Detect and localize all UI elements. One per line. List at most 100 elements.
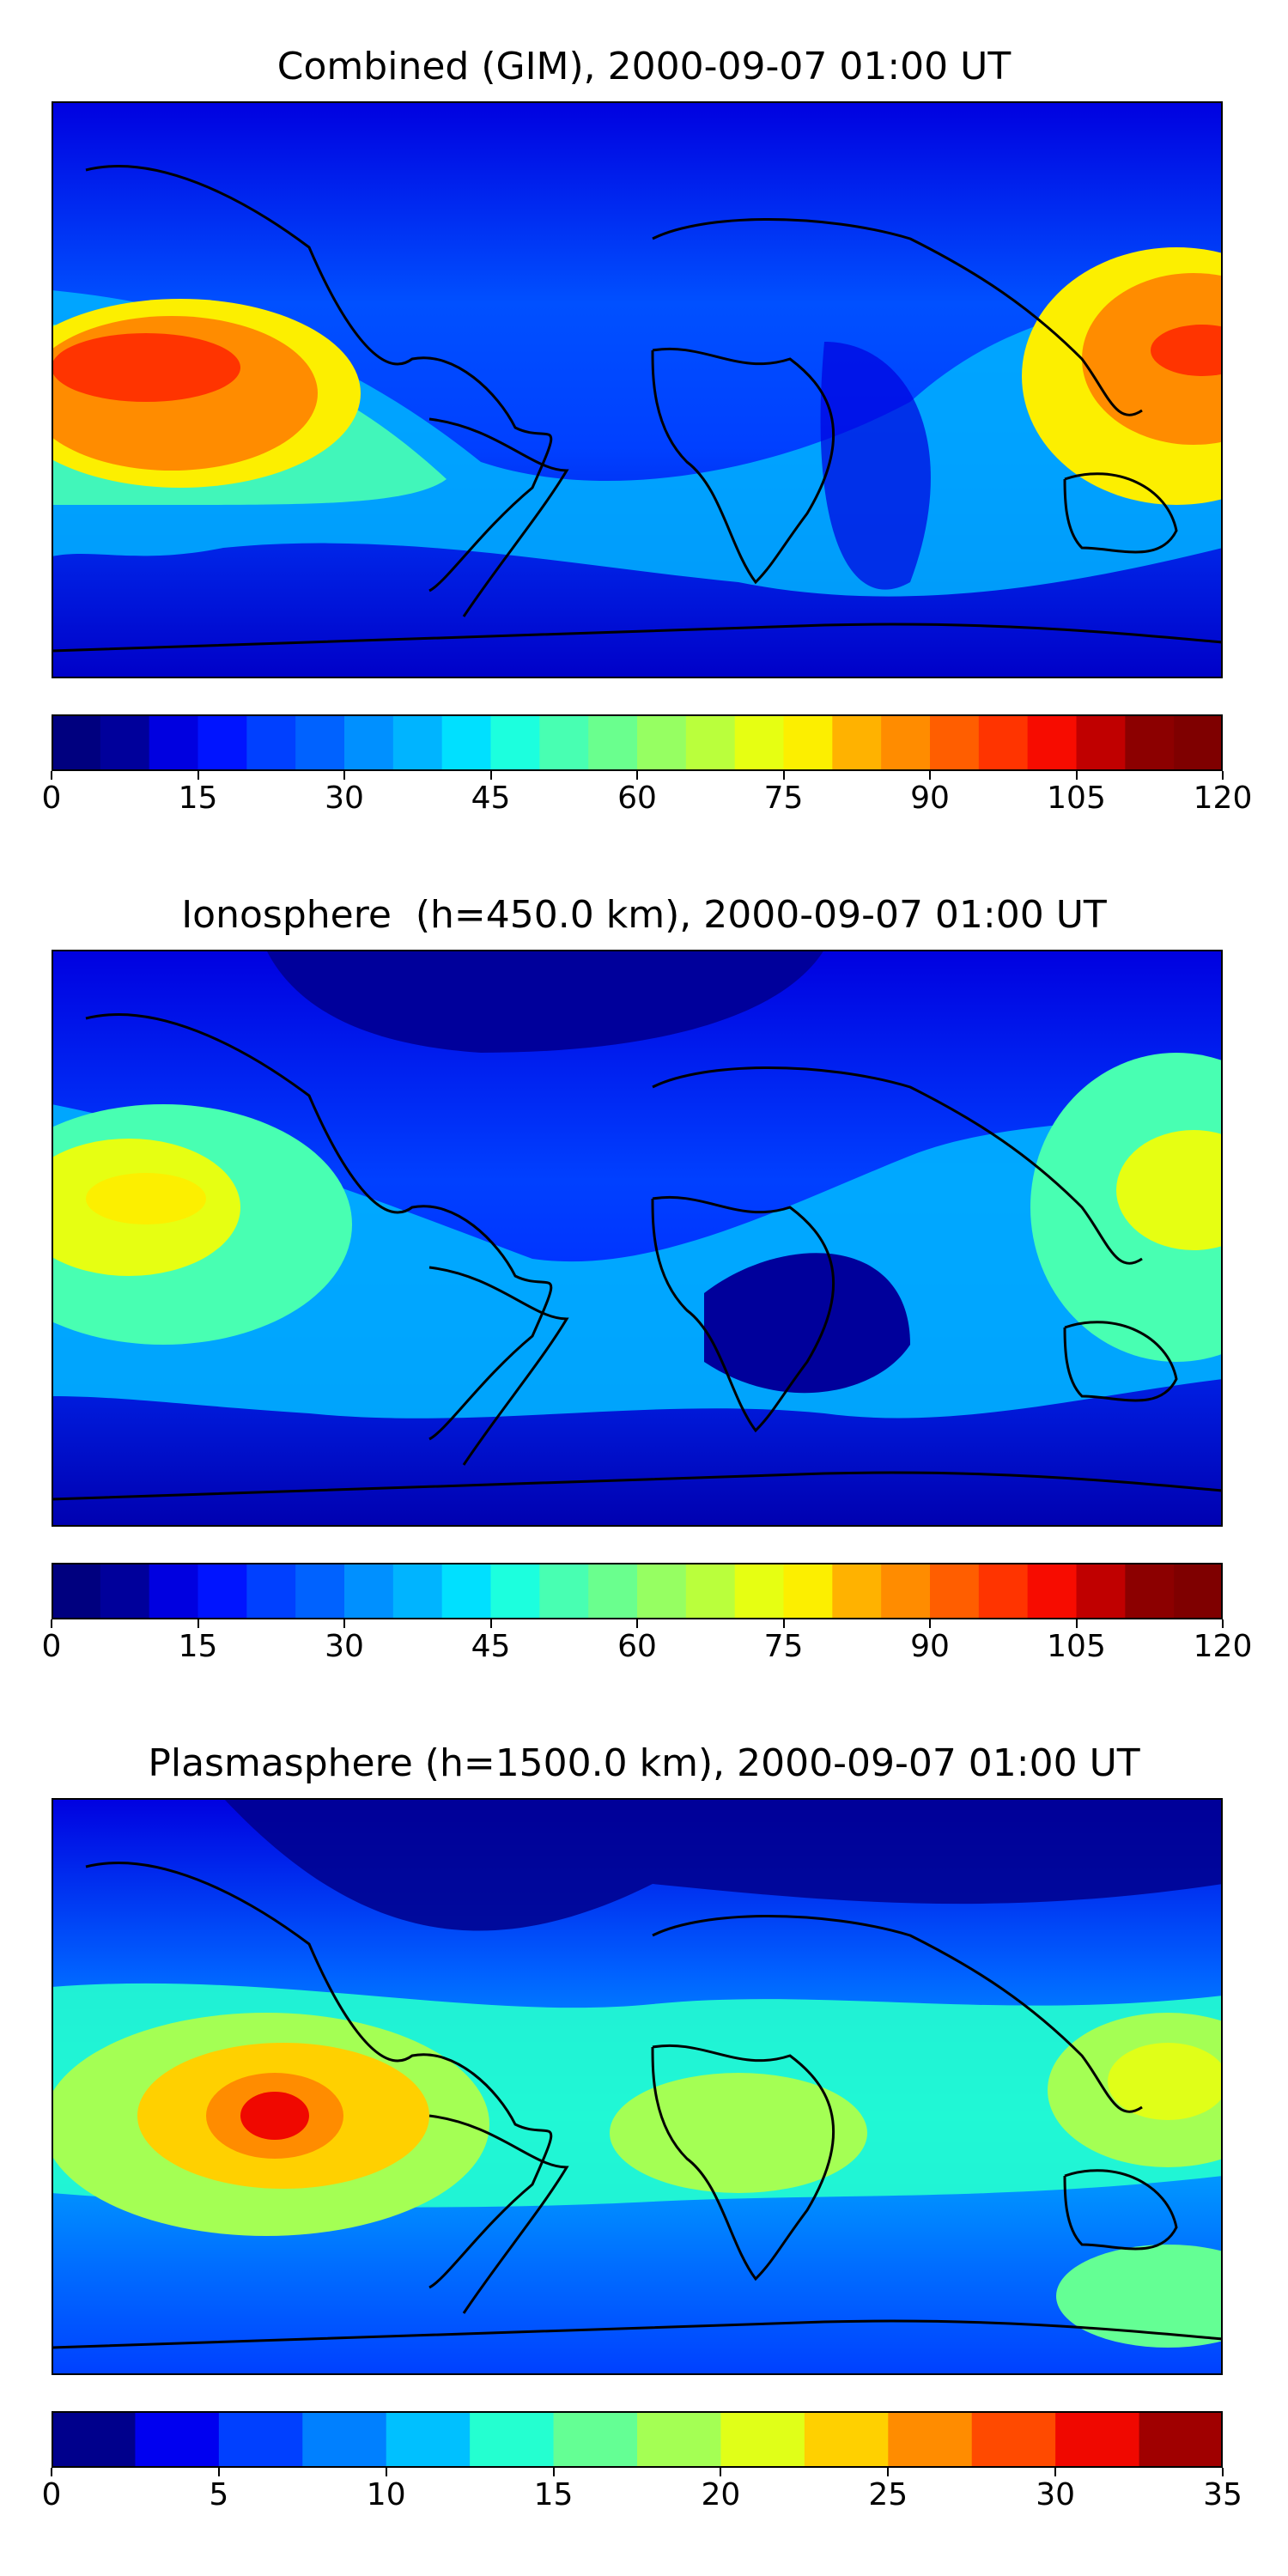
panel-1-west-pacific-peak-red [1151,325,1223,376]
colorbar-tick-label: 10 [366,2477,406,2512]
colorbar-segment [978,714,1029,771]
colorbar-segment [685,1563,736,1619]
colorbar-segment [783,1563,833,1619]
colorbar-segment [832,714,882,771]
colorbar-tick-mark [929,771,931,780]
colorbar-segment [539,1563,589,1619]
panel-1-pacific-peak-red [52,333,240,402]
panel-2-west-pacific-yellow [1116,1130,1223,1250]
colorbar-segment [720,2411,805,2468]
colorbar-segment [149,714,199,771]
colorbar-segment [637,2411,722,2468]
colorbar-tick-label: 105 [1047,1629,1106,1664]
panel-3-map-frame [52,1798,1223,2375]
colorbar-tick-mark [720,2468,722,2476]
colorbar-tick-label: 60 [617,1629,657,1664]
colorbar-segment [588,714,638,771]
panel-2-colorbar [52,1563,1223,1619]
colorbar-tick-mark [636,1619,638,1628]
colorbar-segment [539,714,589,771]
colorbar-tick-label: 0 [41,2477,62,2512]
colorbar-segment [246,1563,296,1619]
colorbar-segment [52,2411,137,2468]
colorbar-tick-mark [51,771,52,780]
colorbar-tick-label: 30 [325,781,364,816]
panel-2-map-frame [52,950,1223,1527]
colorbar-segment [295,714,345,771]
colorbar-tick-mark [343,1619,345,1628]
colorbar-tick-mark [1075,1619,1078,1628]
colorbar-tick-label: 75 [763,1629,804,1664]
colorbar-segment [930,1563,980,1619]
panel-2-coastlines [52,1013,1223,1501]
colorbar-segment [52,1563,101,1619]
colorbar-segment [734,714,785,771]
colorbar-tick-label: 75 [763,781,804,816]
colorbar-tick-label: 35 [1203,2477,1242,2512]
colorbar-segment [1139,2411,1223,2468]
colorbar-tick-label: 120 [1193,781,1253,816]
colorbar-segment [930,714,980,771]
colorbar-tick-label: 90 [910,781,950,816]
colorbar-segment [135,2411,220,2468]
colorbar-tick-mark [51,1619,52,1628]
colorbar-tick-mark [489,771,492,780]
colorbar-frame [52,1563,1223,1619]
colorbar-tick-label: 60 [617,781,657,816]
colorbar-segment [100,714,150,771]
colorbar-tick-label: 90 [910,1629,950,1664]
colorbar-tick-mark [636,771,638,780]
colorbar-tick-label: 25 [868,2477,908,2512]
colorbar-tick-label: 0 [41,1629,62,1664]
panel-3-colorbar [52,2411,1223,2468]
colorbar-tick-mark [929,1619,931,1628]
colorbar-segment [1174,714,1223,771]
colorbar-segment [881,714,931,771]
colorbar-tick-mark [51,2468,52,2476]
colorbar-segment [734,1563,785,1619]
colorbar-tick-label: 45 [471,1629,511,1664]
colorbar-segment [441,1563,492,1619]
colorbar-segment [1027,1563,1078,1619]
colorbar-segment [197,714,247,771]
colorbar-tick-label: 15 [178,781,218,816]
panel-2-title: Ionosphere (h=450.0 km), 2000-09-07 01:0… [181,893,1107,937]
colorbar-segment [553,2411,638,2468]
colorbar-segment [1125,714,1175,771]
colorbar-tick-label: 120 [1193,1629,1253,1664]
panel-3-west-pacific-yellow [1108,2043,1223,2120]
colorbar-frame [52,2411,1223,2468]
panel-1-map [52,101,1223,678]
panel-3-pacific-peak-red [240,2092,309,2140]
colorbar-segment [783,714,833,771]
panel-1-colorbar [52,714,1223,771]
colorbar-segment [149,1563,199,1619]
panel-3-north-low [223,1798,1223,1931]
panel-2-atlantic-low [704,1253,910,1394]
colorbar-segment [832,1563,882,1619]
colorbar-tick-label: 105 [1047,781,1106,816]
panel-3-colorbar-ticks: 0 5 10 15 20 25 30 35 [42,2468,1242,2519]
colorbar-segment [52,714,101,771]
colorbar-segment [470,2411,555,2468]
colorbar-segment [1055,2411,1140,2468]
panel-1-west-pacific-peak-orange [1082,273,1223,445]
colorbar-tick-mark [782,1619,785,1628]
panel-2-colorbar-ticks: 0 15 30 45 60 75 90 105 120 [42,1619,1252,1671]
colorbar-segment [197,1563,247,1619]
colorbar-segment [344,1563,394,1619]
colorbar-tick-mark [489,1619,492,1628]
colorbar-segment [490,714,540,771]
colorbar-tick-label: 5 [209,2477,229,2512]
colorbar-tick-label: 30 [1036,2477,1076,2512]
colorbar-segment [588,1563,638,1619]
colorbar-frame [52,714,1223,771]
colorbar-segment [888,2411,973,2468]
colorbar-tick-mark [197,771,199,780]
colorbar-tick-mark [343,771,345,780]
colorbar-segment [685,714,736,771]
panel-3-map [52,1798,1223,2375]
colorbar-segment [1027,714,1078,771]
colorbar-segment [344,714,394,771]
colorbar-segment [978,1563,1029,1619]
